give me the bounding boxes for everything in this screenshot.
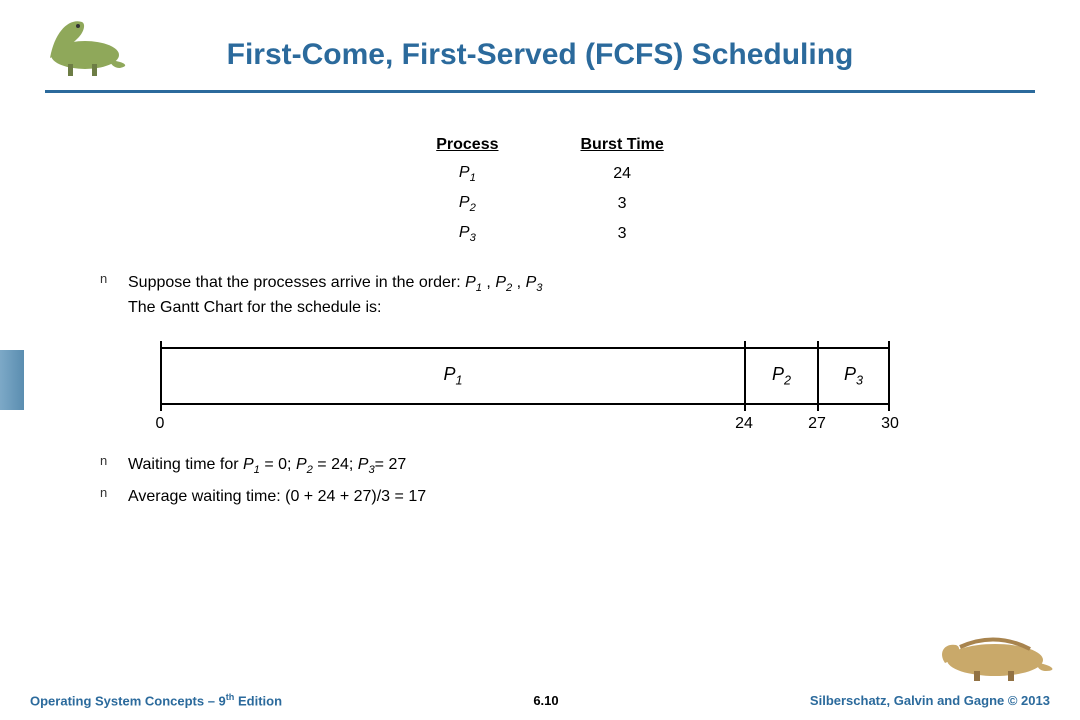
sidebar-accent — [0, 350, 24, 410]
gantt-tick-label: 24 — [735, 415, 753, 433]
title-underline — [45, 90, 1035, 93]
slide-footer: Operating System Concepts – 9th Edition … — [30, 692, 1050, 708]
bullet-marker: n — [100, 485, 128, 508]
slide-content: Process Burst Time P1 24 P2 3 P3 3 n Sup… — [100, 130, 1000, 514]
bullet-2: n Waiting time for P1 = 0; P2 = 24; P3= … — [100, 453, 1000, 478]
table-row: P2 3 — [396, 190, 704, 218]
bullet-3: n Average waiting time: (0 + 24 + 27)/3 … — [100, 485, 1000, 508]
footer-page-number: 6.10 — [533, 693, 558, 708]
gantt-segment: P2 — [744, 349, 817, 403]
col-header-process: Process — [396, 132, 538, 158]
gantt-segment: P3 — [817, 349, 890, 403]
gantt-chart: P1P2P3 0242730 — [160, 347, 890, 439]
footer-right: Silberschatz, Galvin and Gagne © 2013 — [810, 693, 1050, 708]
gantt-tick-label: 0 — [156, 415, 165, 433]
bullet-marker: n — [100, 271, 128, 320]
process-table: Process Burst Time P1 24 P2 3 P3 3 — [394, 130, 706, 251]
col-header-burst: Burst Time — [540, 132, 703, 158]
gantt-tick-label: 30 — [881, 415, 899, 433]
slide-title: First-Come, First-Served (FCFS) Scheduli… — [0, 38, 1080, 72]
gantt-segment: P1 — [160, 349, 744, 403]
table-row: P1 24 — [396, 160, 704, 188]
bullet-marker: n — [100, 453, 128, 478]
gantt-tick-label: 27 — [808, 415, 826, 433]
table-row: P3 3 — [396, 220, 704, 248]
dinosaur-logo-bottom-icon — [930, 625, 1060, 690]
bullet-1: n Suppose that the processes arrive in t… — [100, 271, 1000, 320]
footer-left: Operating System Concepts – 9th Edition — [30, 692, 282, 708]
